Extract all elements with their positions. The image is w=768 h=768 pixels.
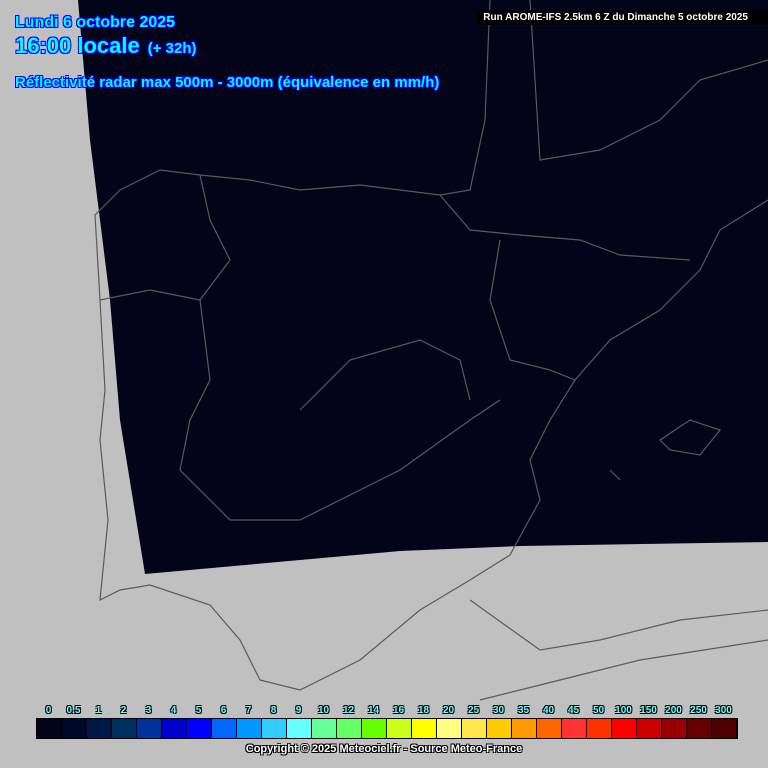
legend-swatch: [362, 719, 387, 738]
legend-swatch: [462, 719, 487, 738]
legend-swatch: [387, 719, 412, 738]
legend-label: 100: [615, 705, 632, 716]
legend-swatch: [687, 719, 712, 738]
legend-swatch: [287, 719, 312, 738]
legend-swatch: [487, 719, 512, 738]
color-legend: 0 0.5 1 2 3 4 5 6 7 8 9 10 12 14 16 18 20 25 30 35 40 45 50 100…: [36, 705, 738, 739]
legend-swatch: [312, 719, 337, 738]
copyright: Copyright © 2025 Meteociel.fr - Source M…: [245, 743, 523, 755]
legend-label: 12: [342, 705, 355, 716]
legend-label: 20: [442, 705, 455, 716]
legend-swatch: [587, 719, 612, 738]
legend-swatch: [187, 719, 212, 738]
legend-label: 300: [715, 705, 732, 716]
legend-swatch: [612, 719, 637, 738]
legend-label: 150: [640, 705, 657, 716]
legend-swatch: [562, 719, 587, 738]
legend-swatch: [162, 719, 187, 738]
legend-label: 6: [220, 705, 227, 716]
legend-label: 30: [492, 705, 505, 716]
legend-label: 1: [95, 705, 102, 716]
legend-swatch: [137, 719, 162, 738]
legend-swatch: [87, 719, 112, 738]
legend-swatch: [637, 719, 662, 738]
legend-label: 25: [467, 705, 480, 716]
legend-swatch: [712, 719, 737, 738]
legend-label: 0: [45, 705, 52, 716]
legend-label: 4: [170, 705, 177, 716]
legend-swatch: [262, 719, 287, 738]
legend-label: 35: [517, 705, 530, 716]
legend-swatch: [237, 719, 262, 738]
legend-label: 3: [145, 705, 152, 716]
parameter-title: Réflectivité radar max 500m - 3000m (équ…: [15, 74, 440, 91]
legend-label: 10: [317, 705, 330, 716]
legend-swatch: [37, 719, 62, 738]
legend-label: 250: [690, 705, 707, 716]
forecast-date: Lundi 6 octobre 2025: [15, 14, 176, 31]
legend-swatch: [537, 719, 562, 738]
legend-label: 50: [592, 705, 605, 716]
local-time: 16:00 locale: [15, 33, 140, 58]
forecast-time: 16:00 locale (+ 32h): [15, 33, 197, 59]
legend-swatch: [212, 719, 237, 738]
legend-label: 8: [270, 705, 277, 716]
legend-label: 40: [542, 705, 555, 716]
legend-label: 14: [367, 705, 380, 716]
legend-swatch: [662, 719, 687, 738]
legend-label: 16: [392, 705, 405, 716]
lead-time: (+ 32h): [147, 40, 197, 57]
legend-swatch: [62, 719, 87, 738]
legend-swatch: [437, 719, 462, 738]
legend-swatch: [112, 719, 137, 738]
model-domain: [78, 0, 768, 574]
legend-swatch: [337, 719, 362, 738]
legend-label: 2: [120, 705, 127, 716]
legend-label: 0.5: [66, 705, 81, 716]
legend-label: 18: [417, 705, 430, 716]
legend-swatch: [412, 719, 437, 738]
legend-label: 5: [195, 705, 202, 716]
legend-label: 45: [567, 705, 580, 716]
legend-swatch: [512, 719, 537, 738]
coastlines-borders: [94, 0, 768, 701]
legend-label: 7: [245, 705, 252, 716]
run-info: Run AROME-IFS 2.5km 6 Z du Dimanche 5 oc…: [477, 10, 768, 25]
legend-label: 9: [295, 705, 302, 716]
legend-label: 200: [665, 705, 682, 716]
